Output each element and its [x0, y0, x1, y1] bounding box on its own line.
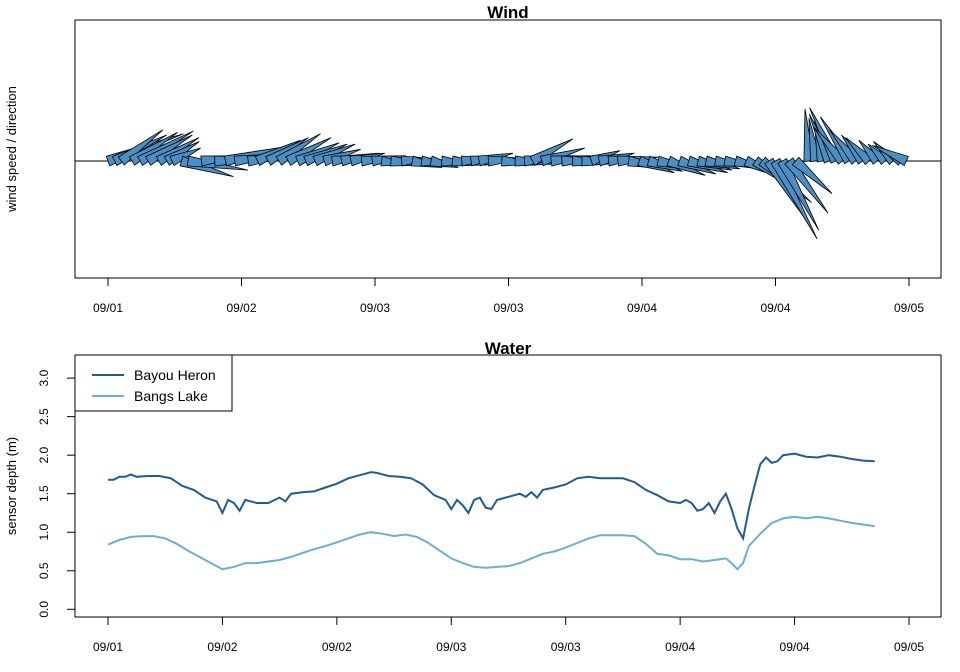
water-x-tick-label: 09/01: [93, 640, 123, 654]
wind-x-tick-label: 09/03: [360, 301, 390, 315]
water-x-tick-label: 09/04: [780, 640, 810, 654]
wind-x-tick-label: 09/01: [93, 301, 123, 315]
wind-vector: [770, 158, 818, 240]
water-x-tick-label: 09/03: [551, 640, 581, 654]
wind-vector: [845, 137, 874, 166]
wind-x-tick-label: 09/04: [760, 301, 790, 315]
water-y-axis-label: sensor depth (m): [4, 437, 19, 535]
wind-vector: [829, 129, 861, 165]
wind-x-tick-label: 09/05: [894, 301, 924, 315]
series-line-bayou-heron: [108, 452, 875, 542]
series-line-bangs-lake: [107, 515, 875, 571]
wind-vector: [777, 158, 819, 231]
wind-y-axis-label: wind speed / direction: [4, 86, 19, 213]
water-x-ticks: 09/01 09/02 09/02 09/03 09/03 09/04 09/04 09/05: [93, 617, 924, 654]
water-y-tick-label: 1.0: [37, 524, 51, 541]
legend-label-bangs-lake: Bangs Lake: [134, 388, 208, 404]
wind-vector: [117, 129, 164, 166]
wind-x-tick-label: 09/03: [493, 301, 523, 315]
water-y-tick-label: 2.0: [37, 447, 51, 464]
wind-vectors: [105, 107, 909, 240]
wind-panel: Wind 09/01 09/02 09/03 09/03 09/04 09/04 09/05…: [4, 3, 942, 315]
water-x-tick-label: 09/04: [665, 640, 695, 654]
wind-title: Wind: [487, 3, 528, 22]
water-y-tick-label: 3.0: [37, 369, 51, 386]
water-title: Water: [485, 339, 532, 358]
water-y-tick-label: 0.5: [37, 562, 51, 579]
water-panel: Water 09/01 09/02 09/02 09/03 09/03 09/04 09/0…: [4, 339, 942, 654]
wind-x-tick-label: 09/02: [226, 301, 256, 315]
water-y-tick-label: 2.5: [37, 408, 51, 425]
legend-box: [74, 354, 233, 412]
wind-vector: [858, 139, 882, 165]
wind-vector: [813, 126, 847, 165]
wind-vector: [867, 143, 890, 166]
water-y-ticks: 0.0 0.5 1.0 1.5 2.0 2.5 3.0: [37, 369, 75, 618]
wind-x-tick-label: 09/04: [627, 301, 657, 315]
water-y-tick-label: 1.5: [37, 485, 51, 502]
legend-label-bayou-heron: Bayou Heron: [134, 367, 216, 383]
water-x-tick-label: 09/03: [436, 640, 466, 654]
wind-vector: [872, 145, 909, 167]
water-y-tick-label: 0.0: [37, 601, 51, 618]
water-series-lines: [107, 452, 875, 571]
water-legend: Bayou Heron Bangs Lake: [74, 354, 233, 412]
water-x-tick-label: 09/02: [322, 640, 352, 654]
water-x-tick-label: 09/02: [207, 640, 237, 654]
wind-vector: [791, 156, 833, 194]
wind-vector: [784, 157, 829, 214]
water-x-tick-label: 09/05: [894, 640, 924, 654]
wind-x-ticks: 09/01 09/02 09/03 09/03 09/04 09/04 09/05: [93, 278, 924, 315]
